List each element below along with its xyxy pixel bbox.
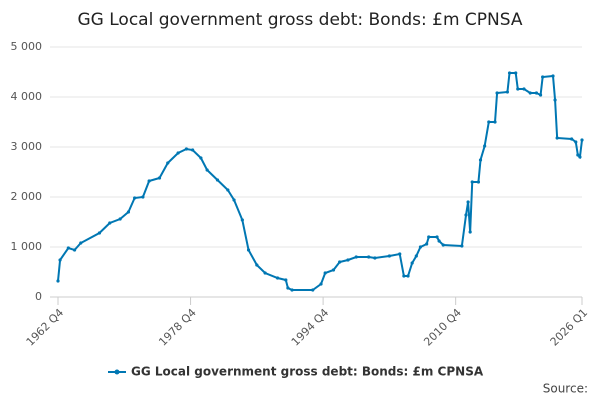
point xyxy=(319,282,323,286)
point xyxy=(493,120,497,124)
point xyxy=(516,87,520,91)
point xyxy=(464,213,468,217)
point xyxy=(580,138,584,142)
point xyxy=(478,158,483,162)
point xyxy=(79,241,83,245)
y-tick-label: 2 000 xyxy=(11,190,43,203)
point xyxy=(311,288,315,292)
point xyxy=(373,256,377,260)
point xyxy=(191,148,195,152)
point xyxy=(437,239,441,243)
point xyxy=(398,252,402,256)
point xyxy=(522,87,526,91)
point xyxy=(483,144,487,148)
point xyxy=(346,258,350,262)
point xyxy=(435,235,439,239)
point xyxy=(410,261,414,265)
point xyxy=(323,271,327,275)
point xyxy=(505,90,510,94)
point xyxy=(97,231,102,235)
point xyxy=(528,91,532,95)
point xyxy=(246,248,251,252)
point xyxy=(263,271,267,275)
point xyxy=(495,91,499,95)
point xyxy=(427,235,431,239)
point xyxy=(466,200,470,204)
point xyxy=(226,188,230,192)
point xyxy=(133,196,137,200)
point xyxy=(387,254,391,258)
point xyxy=(538,93,543,97)
line xyxy=(57,72,583,291)
point xyxy=(66,246,70,250)
point xyxy=(232,198,236,202)
point xyxy=(72,248,77,252)
point xyxy=(553,98,557,102)
point xyxy=(441,243,445,247)
point xyxy=(284,278,288,282)
point xyxy=(166,161,170,165)
point xyxy=(118,217,122,221)
point xyxy=(338,260,342,264)
legend-marker xyxy=(114,369,120,375)
point xyxy=(275,276,280,280)
point xyxy=(470,180,474,184)
point xyxy=(290,288,294,292)
x-tick-label: 2026 Q1 xyxy=(548,306,591,349)
y-tick-label: 3 000 xyxy=(11,140,43,153)
point xyxy=(507,71,512,75)
x-tick-label: 1994 Q4 xyxy=(289,306,332,349)
point xyxy=(215,178,220,182)
point xyxy=(578,155,582,159)
point xyxy=(574,140,578,144)
point xyxy=(414,254,418,258)
point xyxy=(141,195,145,199)
point xyxy=(476,180,481,184)
y-tick-label: 1 000 xyxy=(11,240,43,253)
point xyxy=(255,263,259,267)
point xyxy=(425,242,429,246)
x-tick-label: 2010 Q4 xyxy=(421,306,464,349)
x-tick-label: 1978 Q4 xyxy=(156,306,199,349)
chart-title: GG Local government gross debt: Bonds: £… xyxy=(78,10,523,30)
point xyxy=(570,137,574,141)
point xyxy=(205,168,209,172)
point xyxy=(402,274,406,278)
point xyxy=(286,286,290,290)
point xyxy=(460,244,464,248)
point xyxy=(418,245,423,249)
point xyxy=(406,274,410,278)
point xyxy=(56,279,60,283)
point xyxy=(468,230,472,234)
point xyxy=(126,210,131,214)
point xyxy=(534,91,539,95)
point xyxy=(147,179,151,183)
point xyxy=(576,153,580,157)
point xyxy=(367,255,371,259)
point xyxy=(551,74,555,78)
point xyxy=(184,147,189,151)
point xyxy=(108,221,112,225)
point xyxy=(157,176,162,180)
y-tick-label: 5 000 xyxy=(11,40,43,53)
point xyxy=(240,218,244,222)
y-tick-label: 0 xyxy=(35,290,42,303)
y-tick-label: 4 000 xyxy=(11,90,43,103)
point xyxy=(58,258,62,262)
point xyxy=(176,151,180,155)
legend-label: GG Local government gross debt: Bonds: £… xyxy=(131,365,484,379)
point xyxy=(541,75,545,79)
point xyxy=(199,156,203,160)
source: Source: xyxy=(543,382,588,396)
point xyxy=(331,268,336,272)
point xyxy=(514,71,518,75)
point xyxy=(354,255,358,259)
point xyxy=(555,136,559,140)
point xyxy=(487,120,491,124)
x-tick-label: 1962 Q4 xyxy=(24,306,67,349)
